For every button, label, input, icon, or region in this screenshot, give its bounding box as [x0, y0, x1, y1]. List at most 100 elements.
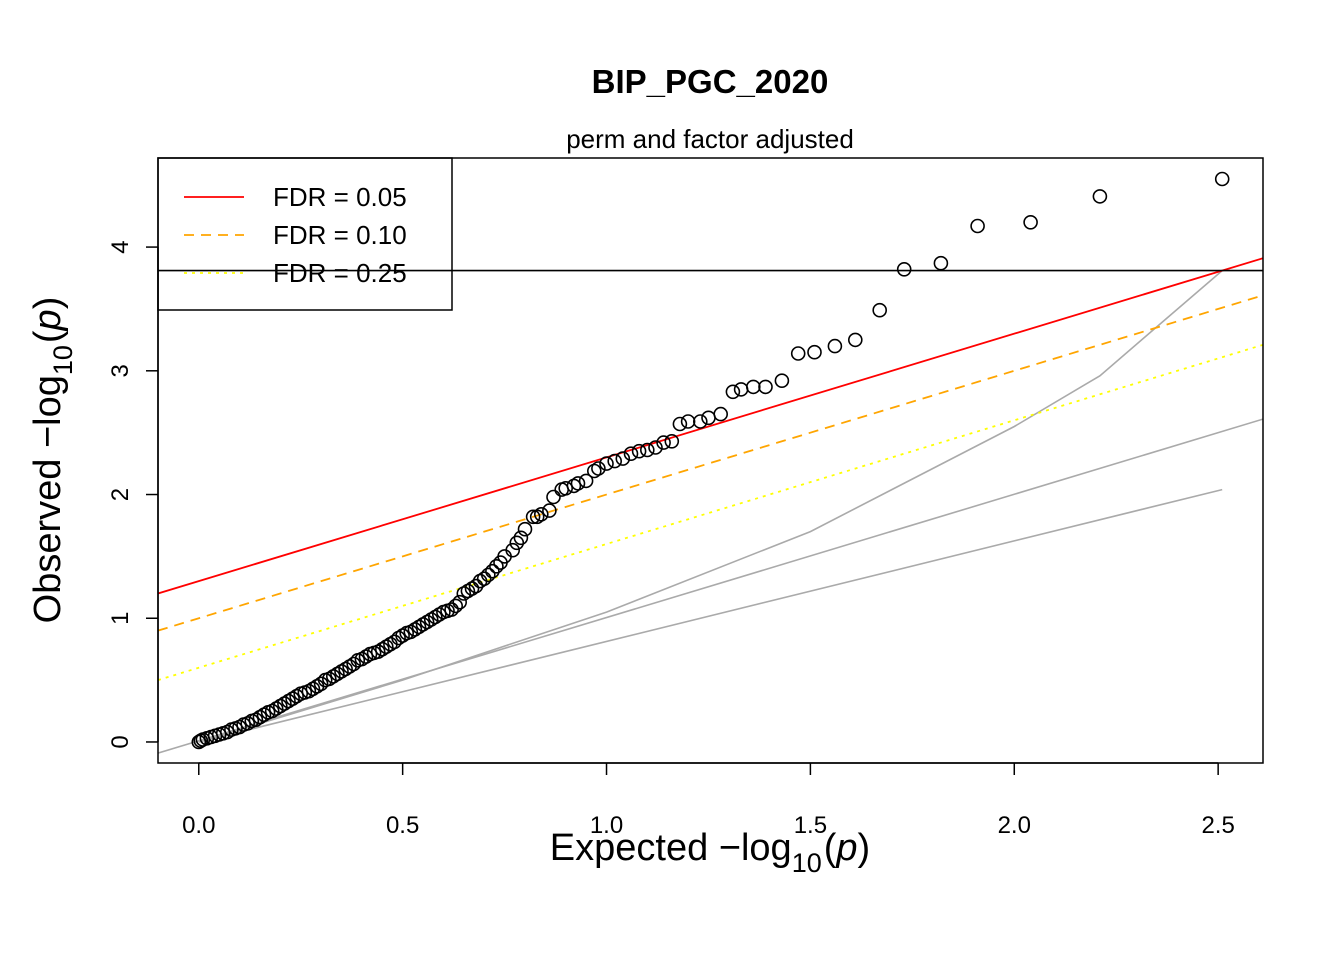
data-point: [362, 646, 378, 662]
data-point: [725, 384, 741, 400]
data-point: [252, 709, 268, 725]
reference-line-1: [158, 418, 1263, 754]
fdr-line-3: [158, 343, 1263, 681]
data-point: [513, 530, 529, 546]
x-axis-title-prefix: Expected −log: [550, 827, 792, 869]
data-point: [431, 607, 447, 622]
y-axis-title-prefix: Observed −log: [27, 375, 69, 623]
chart-title: BIP_PGC_2020: [592, 63, 829, 100]
data-point: [191, 734, 207, 750]
data-point: [578, 473, 594, 489]
data-point: [713, 406, 729, 422]
data-point: [452, 594, 468, 610]
data-point: [623, 446, 639, 462]
x-tick-label: 0.5: [386, 812, 419, 839]
data-point: [607, 453, 623, 469]
y-axis-title-sub: 10: [48, 345, 78, 375]
data-point: [692, 414, 708, 429]
data-point: [639, 442, 655, 458]
data-point: [542, 503, 557, 518]
data-point: [456, 586, 472, 601]
data-point: [758, 379, 773, 395]
data-point: [701, 410, 716, 426]
x-axis-title-close: ): [858, 827, 871, 869]
data-point: [325, 669, 341, 684]
y-tick-label: 0: [107, 735, 134, 748]
y-axis-title-close: ): [27, 297, 69, 310]
legend-label-2: FDR = 0.10: [273, 220, 407, 250]
data-point: [807, 344, 822, 360]
data-point: [827, 338, 843, 354]
data-point: [554, 482, 570, 497]
y-tick-label: 4: [107, 240, 134, 253]
data-point: [656, 435, 671, 450]
reference-line-3: [198, 269, 1223, 743]
reference-line-2: [198, 488, 1223, 743]
data-point: [468, 578, 484, 594]
fdr-line-2: [158, 294, 1263, 632]
data-point: [529, 509, 545, 525]
data-point: [672, 416, 688, 432]
data-point: [378, 639, 394, 655]
x-tick-label: 1.5: [794, 812, 827, 839]
data-point: [1214, 171, 1230, 187]
x-axis-title: Expected −log10(p): [550, 827, 870, 878]
data-points: [191, 171, 1230, 750]
data-point: [448, 598, 464, 614]
data-point: [847, 332, 863, 348]
data-point: [1023, 215, 1038, 230]
x-tick-label: 2.0: [998, 812, 1031, 839]
data-point: [664, 433, 680, 449]
y-axis-title: Observed −log10 (p): [27, 297, 78, 624]
data-point: [733, 382, 749, 397]
data-point: [342, 659, 357, 674]
x-tick-label: 0.0: [182, 812, 215, 839]
reference-lines: [158, 269, 1263, 754]
chart-subtitle: perm and factor adjusted: [566, 124, 854, 154]
data-point: [872, 302, 888, 318]
y-axis-title-open: (: [27, 330, 69, 343]
x-tick-label: 1.0: [590, 812, 623, 839]
data-point: [680, 414, 696, 429]
data-point: [586, 463, 602, 479]
data-point: [525, 509, 541, 525]
data-point: [415, 617, 431, 632]
y-axis-title-var: p: [27, 309, 69, 331]
data-point: [790, 346, 806, 361]
legend-label-1: FDR = 0.05: [273, 182, 407, 212]
x-axis-title-sub: 10: [792, 848, 822, 878]
x-axis-title-open: (: [824, 827, 837, 869]
data-point: [517, 521, 533, 537]
data-point: [615, 451, 631, 466]
data-point: [631, 443, 647, 459]
data-point: [566, 478, 582, 494]
data-point: [546, 489, 561, 505]
data-point: [1092, 189, 1108, 204]
data-point: [745, 379, 761, 395]
legend-box: [157, 157, 453, 311]
y-tick-label: 3: [107, 364, 134, 377]
data-point: [933, 255, 949, 271]
legend-label-3: FDR = 0.25: [273, 258, 407, 288]
data-point: [489, 558, 504, 574]
data-point: [970, 218, 985, 234]
y-axis: 0 1 2 3 4: [107, 240, 159, 749]
data-point: [193, 733, 209, 749]
data-point: [289, 688, 304, 704]
fdr-lines: [158, 257, 1263, 681]
data-point: [648, 440, 663, 455]
x-axis-title-var: p: [835, 827, 857, 869]
y-tick-label: 1: [107, 612, 134, 625]
data-point: [896, 261, 912, 277]
x-axis: 0.0 0.5 1.0 1.5 2.0 2.5: [182, 762, 1235, 839]
x-tick-label: 2.5: [1201, 812, 1234, 839]
data-point: [472, 573, 488, 589]
data-point: [509, 535, 525, 551]
legend: FDR = 0.05 FDR = 0.10 FDR = 0.25: [157, 157, 453, 311]
data-point: [485, 563, 500, 579]
data-point: [493, 555, 508, 570]
fdr-line-1: [158, 257, 1263, 595]
y-tick-label: 2: [107, 488, 134, 501]
data-point: [599, 456, 614, 471]
